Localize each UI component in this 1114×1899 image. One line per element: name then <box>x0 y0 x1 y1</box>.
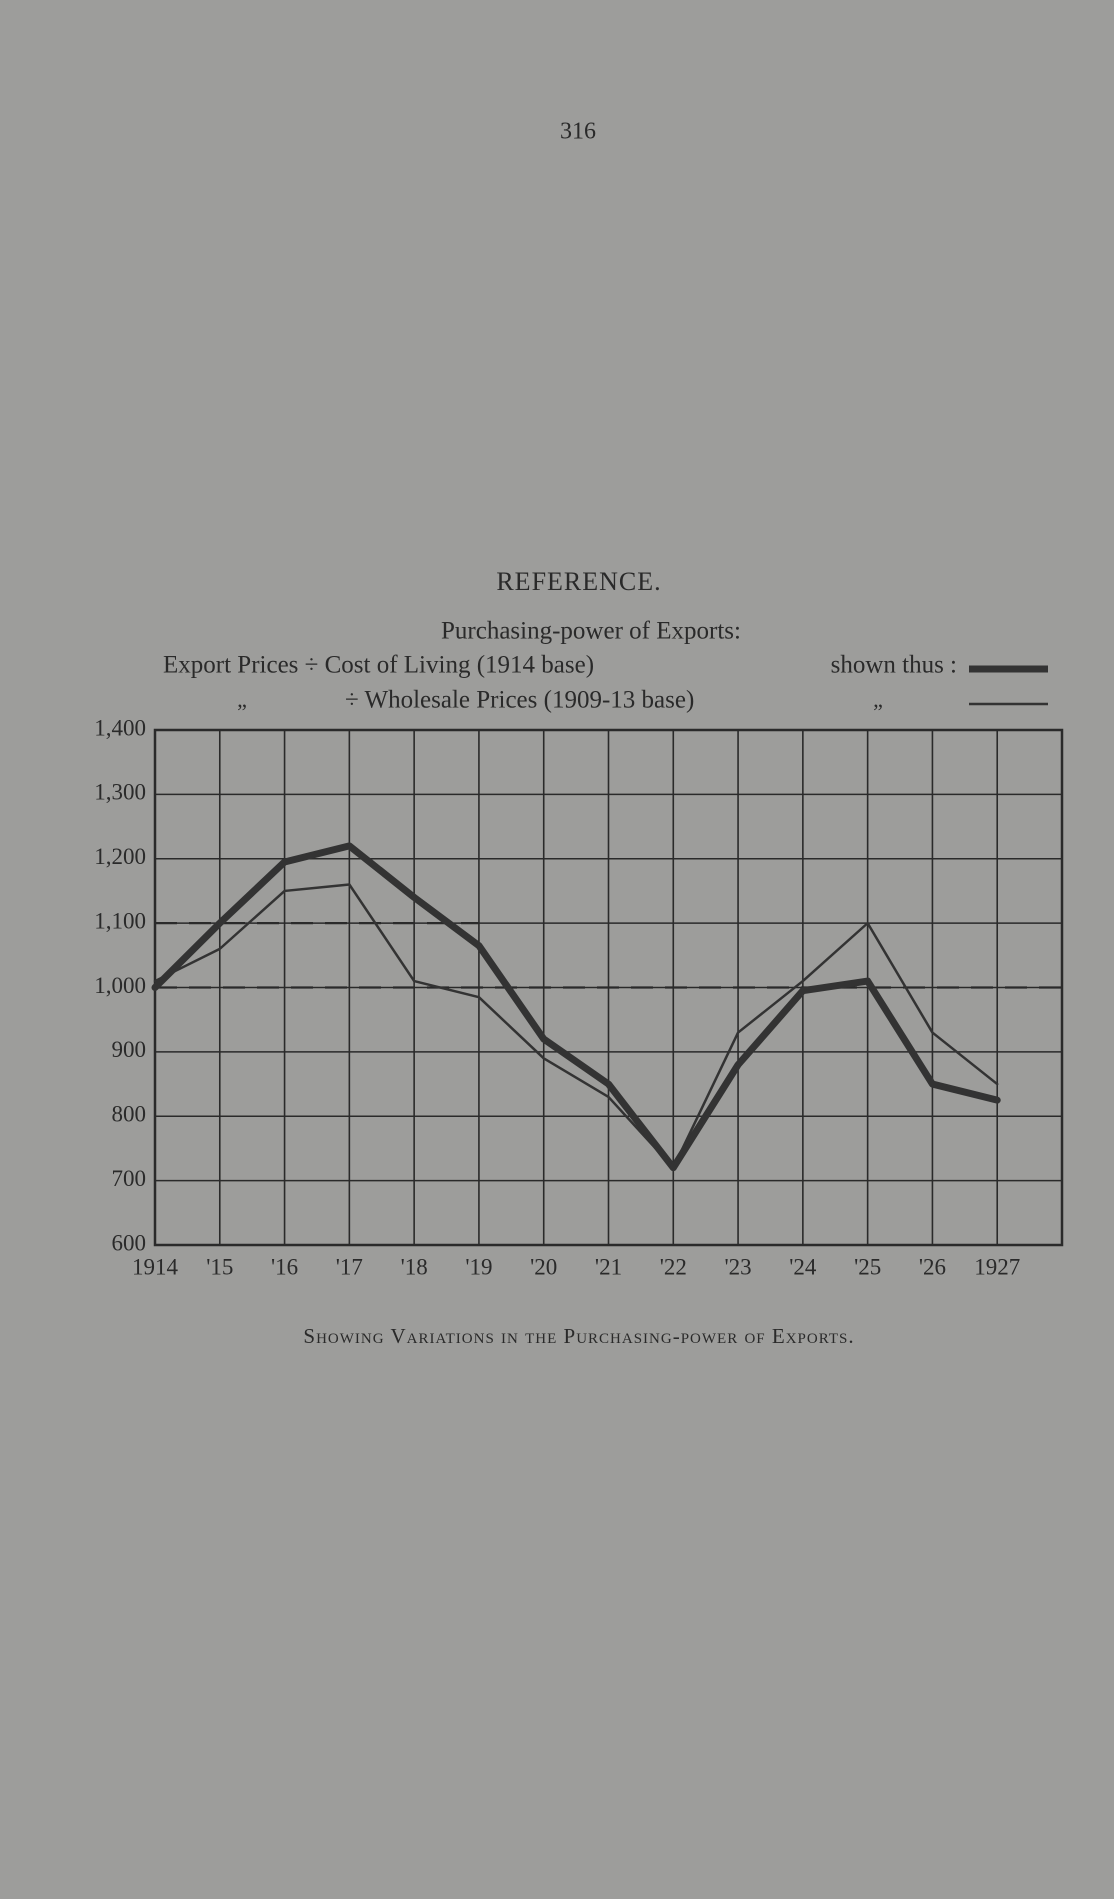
y-tick-label: 700 <box>112 1166 147 1191</box>
y-tick-label: 600 <box>112 1230 147 1255</box>
x-tick-label: '21 <box>595 1254 622 1279</box>
page-number: 316 <box>560 119 596 145</box>
x-tick-label: '23 <box>724 1254 751 1279</box>
x-tick-label: '18 <box>401 1254 428 1279</box>
caption: Showing Variations in the Purchasing-pow… <box>303 1324 854 1348</box>
x-tick-label: '19 <box>465 1254 492 1279</box>
x-tick-label: 1927 <box>974 1254 1020 1279</box>
ditto-mark: „ <box>237 687 247 712</box>
x-tick-label: '17 <box>336 1254 363 1279</box>
legend-heading: REFERENCE. <box>496 567 661 596</box>
y-tick-label: 1,100 <box>94 908 146 933</box>
x-tick-label: 1914 <box>132 1254 179 1279</box>
y-tick-label: 900 <box>112 1037 147 1062</box>
y-tick-label: 1,400 <box>94 715 146 740</box>
x-tick-label: '25 <box>854 1254 881 1279</box>
legend-label: ÷ Wholesale Prices (1909-13 base) <box>345 687 694 714</box>
x-tick-label: '22 <box>660 1254 687 1279</box>
legend-title: Purchasing-power of Exports: <box>441 618 741 645</box>
legend-label: Export Prices ÷ Cost of Living (1914 bas… <box>163 652 594 679</box>
x-tick-label: '16 <box>271 1254 298 1279</box>
y-tick-label: 800 <box>112 1102 147 1127</box>
y-tick-label: 1,200 <box>94 844 146 869</box>
data-line <box>151 842 1001 1172</box>
x-tick-label: '24 <box>789 1254 817 1279</box>
x-tick-label: '26 <box>919 1254 946 1279</box>
data-line <box>153 883 999 1169</box>
x-tick-label: '15 <box>206 1254 233 1279</box>
y-tick-label: 1,300 <box>94 780 146 805</box>
legend-suffix: shown thus : <box>831 652 957 679</box>
x-tick-label: '20 <box>530 1254 557 1279</box>
y-tick-label: 1,000 <box>94 973 146 998</box>
ditto-mark: „ <box>873 687 883 712</box>
